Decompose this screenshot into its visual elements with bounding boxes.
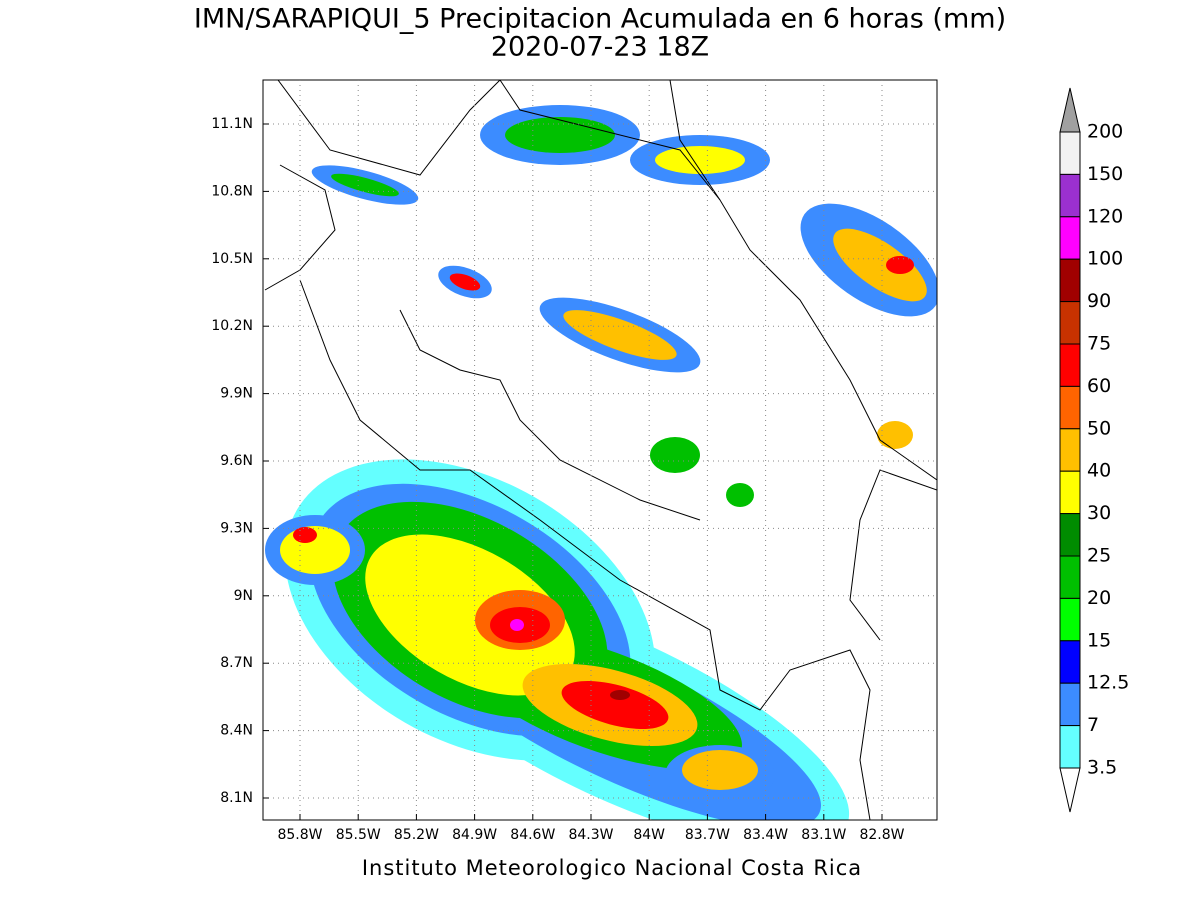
- colorbar-bin: [1059, 173, 1081, 218]
- colorbar-over: [1059, 87, 1081, 133]
- colorbar-label: 12.5: [1087, 672, 1129, 694]
- lon-tick-label: 84W: [633, 827, 665, 843]
- colorbar-bin: [1059, 725, 1081, 769]
- lat-tick-label: 8.7N: [220, 655, 253, 671]
- lon-tick-label: 84.9W: [452, 827, 497, 843]
- colorbar-label: 7: [1087, 714, 1099, 736]
- lat-tick-label: 8.1N: [220, 790, 253, 806]
- colorbar-label: 100: [1087, 248, 1123, 270]
- colorbar-label: 3.5: [1087, 757, 1117, 779]
- colorbar-label: 150: [1087, 163, 1123, 185]
- colorbar-label: 30: [1087, 502, 1111, 524]
- colorbar-bin: [1059, 428, 1081, 472]
- colorbar-label: 60: [1087, 375, 1111, 397]
- colorbar-label: 200: [1087, 121, 1123, 143]
- colorbar-label: 40: [1087, 460, 1111, 482]
- lon-tick-label: 82.8W: [859, 827, 904, 843]
- colorbar-label: 75: [1087, 333, 1111, 355]
- plot-frame: [262, 79, 938, 821]
- colorbar-bin: [1059, 216, 1081, 260]
- colorbar-bin: [1059, 640, 1081, 684]
- lon-tick-label: 85.2W: [394, 827, 439, 843]
- lat-tick-label: 9.3N: [220, 520, 253, 536]
- colorbar-bin: [1059, 555, 1081, 599]
- lat-tick-label: 10.5N: [211, 251, 253, 267]
- colorbar-label: 25: [1087, 545, 1111, 567]
- lon-tick-label: 84.6W: [510, 827, 555, 843]
- lon-tick-label: 85.8W: [277, 827, 322, 843]
- colorbar-bin: [1059, 131, 1081, 175]
- lon-tick-label: 85.5W: [336, 827, 381, 843]
- colorbar-bin: [1059, 258, 1081, 303]
- credit: Instituto Meteorologico Nacional Costa R…: [362, 856, 862, 880]
- colorbar-bin: [1059, 385, 1081, 430]
- lat-tick-label: 9.9N: [220, 386, 253, 402]
- colorbar-bin: [1059, 513, 1081, 557]
- coastlines: [264, 80, 937, 820]
- colorbar-label: 20: [1087, 587, 1111, 609]
- lat-tick-label: 9.6N: [220, 453, 253, 469]
- colorbar-under: [1059, 767, 1081, 813]
- subtitle: 2020-07-23 18Z: [491, 32, 709, 63]
- lon-tick-label: 84.3W: [568, 827, 613, 843]
- lon-tick-label: 83.4W: [743, 827, 788, 843]
- lat-tick-label: 8.4N: [220, 723, 253, 739]
- title: IMN/SARAPIQUI_5 Precipitacion Acumulada …: [194, 4, 1006, 35]
- lat-tick-label: 11.1N: [211, 116, 253, 132]
- lat-tick-label: 9N: [234, 588, 253, 604]
- lat-tick-label: 10.8N: [211, 183, 253, 199]
- colorbar-bin: [1059, 301, 1081, 345]
- colorbar-bin: [1059, 682, 1081, 727]
- lat-tick-label: 10.2N: [211, 318, 253, 334]
- colorbar-bin: [1059, 343, 1081, 387]
- lon-tick-label: 83.7W: [685, 827, 730, 843]
- colorbar-bin: [1059, 470, 1081, 515]
- colorbar-bin: [1059, 597, 1081, 642]
- colorbar-label: 120: [1087, 205, 1123, 227]
- colorbar-label: 15: [1087, 629, 1111, 651]
- colorbar-label: 90: [1087, 290, 1111, 312]
- lon-tick-label: 83.1W: [801, 827, 846, 843]
- colorbar-label: 50: [1087, 417, 1111, 439]
- precip-field: [265, 105, 937, 820]
